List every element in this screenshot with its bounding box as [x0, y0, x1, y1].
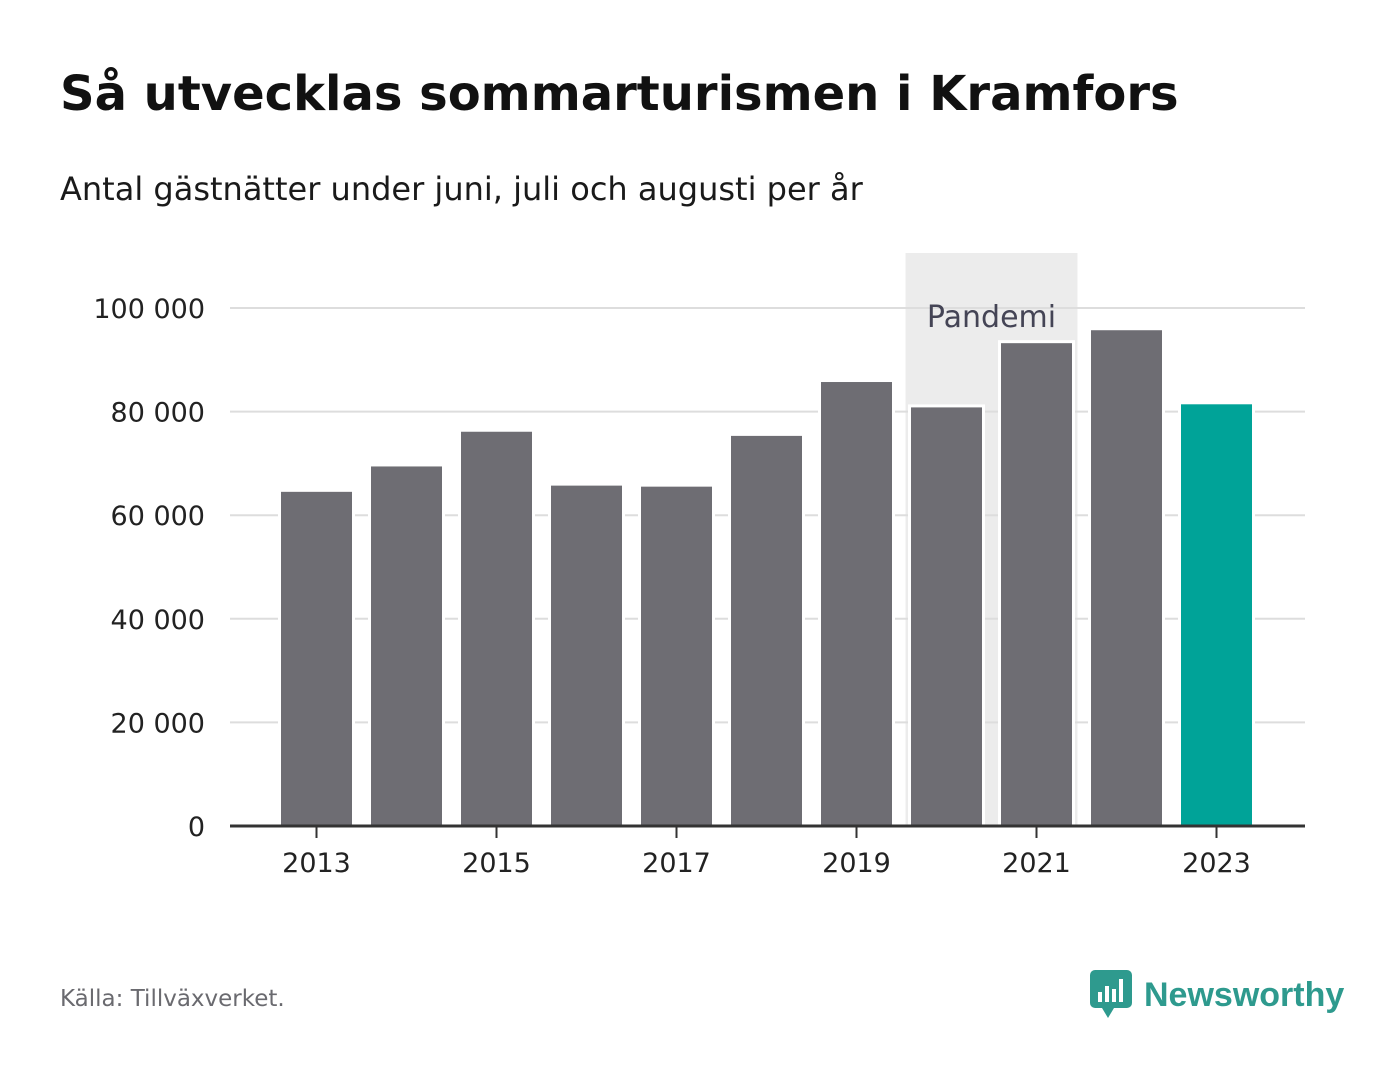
chart-subtitle: Antal gästnätter under juni, juli och au…	[60, 170, 863, 208]
bar-2016	[548, 482, 625, 828]
x-tick-label: 2021	[1002, 848, 1071, 879]
y-tick-label: 20 000	[111, 708, 205, 739]
bar-2019	[818, 379, 895, 828]
bar-2015	[458, 428, 535, 828]
bar-2017	[638, 483, 715, 828]
brand-logo[interactable]: Newsworthy	[1090, 970, 1344, 1020]
bar-2020	[908, 404, 985, 828]
bar-2023	[1178, 401, 1255, 828]
source-note: Källa: Tillväxverket.	[60, 986, 285, 1012]
y-tick-label: 0	[188, 812, 205, 843]
newsworthy-logo-icon	[1090, 970, 1132, 1018]
x-tick-label: 2013	[282, 848, 351, 879]
bar-2018	[728, 432, 805, 828]
x-tick-label: 2023	[1182, 848, 1251, 879]
y-tick-label: 60 000	[111, 501, 205, 532]
x-tick-label: 2017	[642, 848, 711, 879]
pandemic-label: Pandemi	[927, 300, 1056, 335]
bar-2014	[368, 463, 445, 828]
bar-2021	[998, 340, 1075, 828]
y-tick-label: 40 000	[111, 605, 205, 636]
x-tick-label: 2015	[462, 848, 531, 879]
y-tick-label: 80 000	[111, 398, 205, 429]
y-tick-label: 100 000	[93, 294, 205, 325]
bar-2022	[1088, 327, 1165, 828]
x-tick-label: 2019	[822, 848, 891, 879]
chart-title: Så utvecklas sommarturismen i Kramfors	[60, 66, 1179, 122]
brand-name: Newsworthy	[1144, 975, 1345, 1014]
bar-2013	[278, 488, 355, 828]
